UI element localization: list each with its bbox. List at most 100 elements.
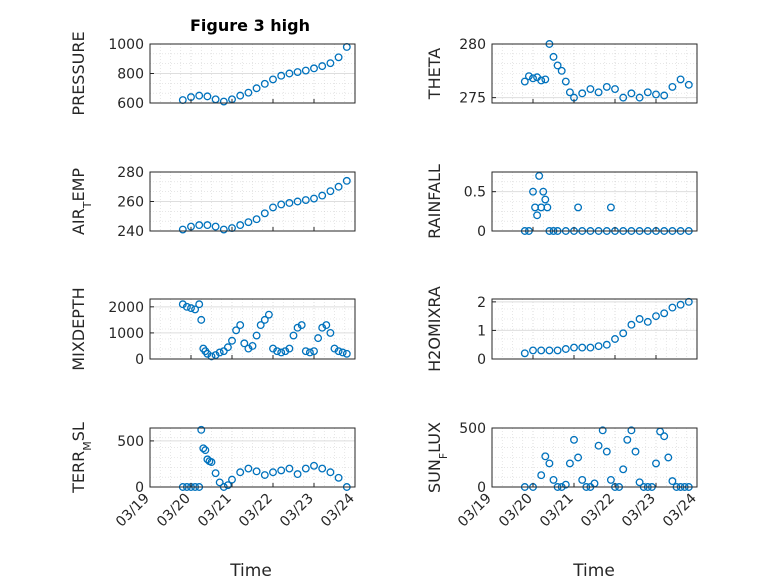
data-point <box>260 315 269 324</box>
data-point <box>539 187 548 196</box>
data-point <box>660 309 669 318</box>
y-tick-label: 1 <box>477 323 486 339</box>
data-point <box>197 425 206 434</box>
data-point <box>652 90 660 99</box>
y-axis-label: THETA <box>425 48 444 100</box>
data-point <box>631 447 640 456</box>
data-point <box>643 88 652 97</box>
data-point <box>277 348 286 357</box>
data-point <box>533 211 542 220</box>
y-tick-label: 1000 <box>108 37 144 53</box>
y-axis-label: MIXDEPTH <box>69 287 88 370</box>
data-point <box>215 478 224 487</box>
data-point <box>543 203 552 212</box>
data-point <box>578 343 587 352</box>
data-point <box>561 77 570 86</box>
data-point <box>289 331 298 340</box>
data-point <box>676 300 685 309</box>
data-point <box>301 66 310 75</box>
data-point <box>244 88 253 97</box>
data-point <box>660 91 669 100</box>
data-point <box>520 349 529 358</box>
data-point <box>619 329 628 338</box>
data-point <box>541 452 550 461</box>
data-point <box>660 432 669 441</box>
y-tick-label: 0 <box>477 480 486 496</box>
data-point <box>326 59 335 68</box>
y-axis-label: RAINFALL <box>425 164 444 239</box>
data-point <box>232 326 241 335</box>
data-point <box>252 467 261 476</box>
data-point <box>627 426 636 435</box>
data-point <box>635 315 644 323</box>
data-point <box>541 195 550 204</box>
data-point <box>664 453 673 462</box>
data-point <box>310 64 318 73</box>
data-point <box>520 77 529 86</box>
data-point <box>260 209 269 218</box>
y-axis-label: H2OMIXRA <box>425 286 444 372</box>
data-point <box>244 218 253 227</box>
data-point <box>334 53 343 62</box>
x-axis-label-left: Time <box>229 561 272 581</box>
y-tick-label: 0 <box>135 480 144 496</box>
data-point <box>652 459 660 468</box>
data-point <box>264 310 273 319</box>
data-point <box>178 225 187 234</box>
data-point <box>236 221 245 230</box>
axes-box <box>149 298 356 360</box>
data-point <box>285 344 294 353</box>
data-point <box>277 466 286 475</box>
data-point <box>326 468 335 477</box>
data-point <box>195 300 204 309</box>
data-point <box>318 62 327 71</box>
y-tick-label: 800 <box>117 67 144 83</box>
y-axis-label: TERRMSL <box>69 422 94 494</box>
y-tick-label: 0 <box>477 224 486 240</box>
data-point <box>201 446 210 455</box>
data-point <box>627 320 636 329</box>
data-point <box>326 328 335 337</box>
data-point <box>236 91 245 100</box>
y-axis-label: SUNFLUX <box>425 422 450 493</box>
data-point <box>310 194 318 203</box>
data-point <box>334 473 343 482</box>
y-tick-label: 1000 <box>108 326 144 342</box>
data-point <box>301 464 310 473</box>
data-point <box>207 458 216 467</box>
data-point <box>285 199 294 207</box>
y-tick-label: 280 <box>459 37 486 53</box>
data-point <box>535 171 544 180</box>
data-point <box>326 187 335 196</box>
data-point <box>537 346 546 355</box>
data-point <box>310 461 318 470</box>
data-point <box>211 222 220 231</box>
data-point <box>197 315 206 324</box>
data-point <box>668 477 677 486</box>
data-point <box>215 348 224 357</box>
data-point <box>602 447 611 456</box>
data-point <box>570 343 578 352</box>
data-point <box>578 89 587 98</box>
data-point <box>668 303 677 312</box>
data-point <box>195 221 204 230</box>
data-point <box>565 88 574 97</box>
data-point <box>301 196 310 204</box>
x-axis-label-right: Time <box>572 561 615 581</box>
data-point <box>586 85 595 94</box>
data-point <box>541 75 550 84</box>
data-point <box>277 71 286 80</box>
y-tick-label: 2 <box>477 295 486 311</box>
data-point <box>545 459 554 468</box>
y-tick-label: 280 <box>117 165 144 181</box>
data-point <box>553 346 562 355</box>
data-point <box>252 84 261 93</box>
data-point <box>273 347 282 356</box>
y-tick-label: 260 <box>117 195 144 211</box>
data-point <box>537 471 546 480</box>
data-point <box>334 182 343 191</box>
subplot-3: 240 260 280 AIRTEMP <box>69 165 356 240</box>
y-tick-label: 0 <box>135 352 144 368</box>
data-point <box>318 191 327 200</box>
data-point <box>545 346 554 355</box>
